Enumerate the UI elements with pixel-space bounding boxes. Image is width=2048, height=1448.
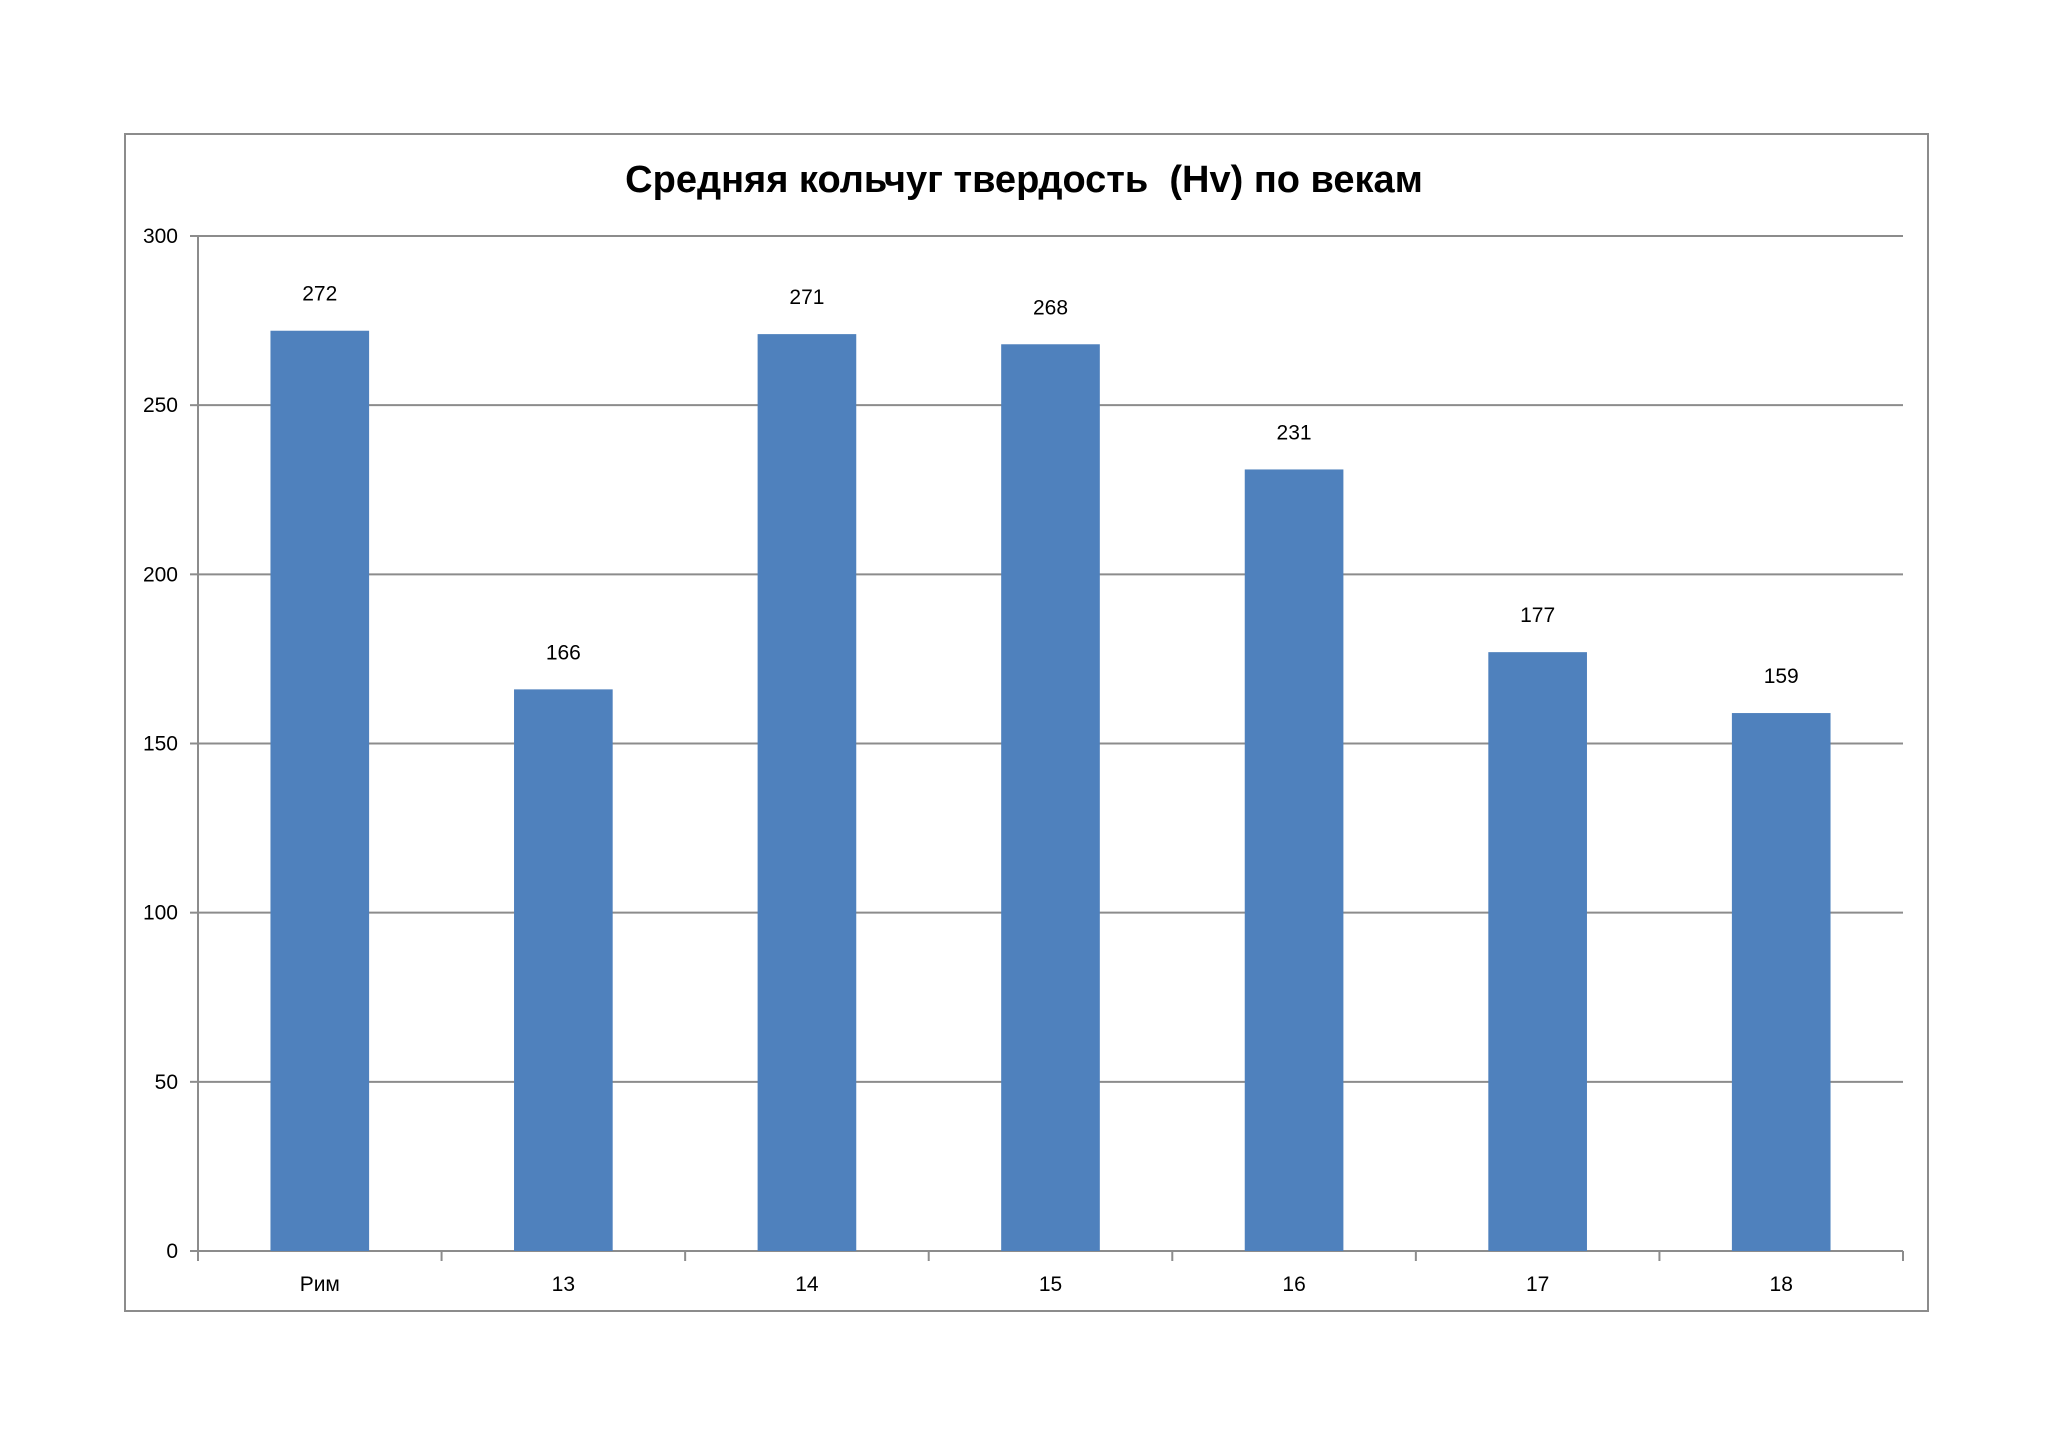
bar [270,330,370,1251]
x-tick-label: Рим [300,1273,340,1296]
data-label: 159 [1764,665,1799,688]
x-tick-label: 14 [795,1273,819,1296]
data-label: 166 [546,641,581,664]
data-labels: 272 166 271 268 231 177 159 [302,283,1798,688]
x-tick-label: 16 [1282,1273,1305,1296]
bar [757,334,857,1251]
data-label: 268 [1033,296,1068,319]
x-tick-label: 18 [1770,1273,1793,1296]
bar [1731,713,1831,1251]
y-tick-label: 50 [155,1071,178,1094]
bar [1488,652,1587,1251]
x-tick-label: 15 [1039,1273,1062,1296]
y-tick-label: 150 [143,733,178,756]
data-label: 231 [1277,421,1312,444]
data-label: 177 [1520,604,1555,627]
axes: 0 50 100 150 200 250 300 Рим 13 14 15 16 17 18 [143,225,1904,1296]
data-label: 271 [789,286,824,309]
y-tick-label: 200 [143,563,178,586]
bar [514,689,613,1251]
x-tick-label: 17 [1526,1273,1549,1296]
data-label: 272 [302,283,337,306]
bar [1001,344,1100,1251]
x-tick-label: 13 [552,1273,575,1296]
chart-title: Средняя кольчуг твердость (Hv) по векам [625,159,1423,201]
y-tick-label: 100 [143,902,178,925]
bar [1244,469,1344,1251]
y-tick-label: 0 [166,1240,178,1263]
y-tick-label: 300 [143,225,178,248]
bars [270,330,1831,1251]
y-tick-label: 250 [143,394,178,417]
